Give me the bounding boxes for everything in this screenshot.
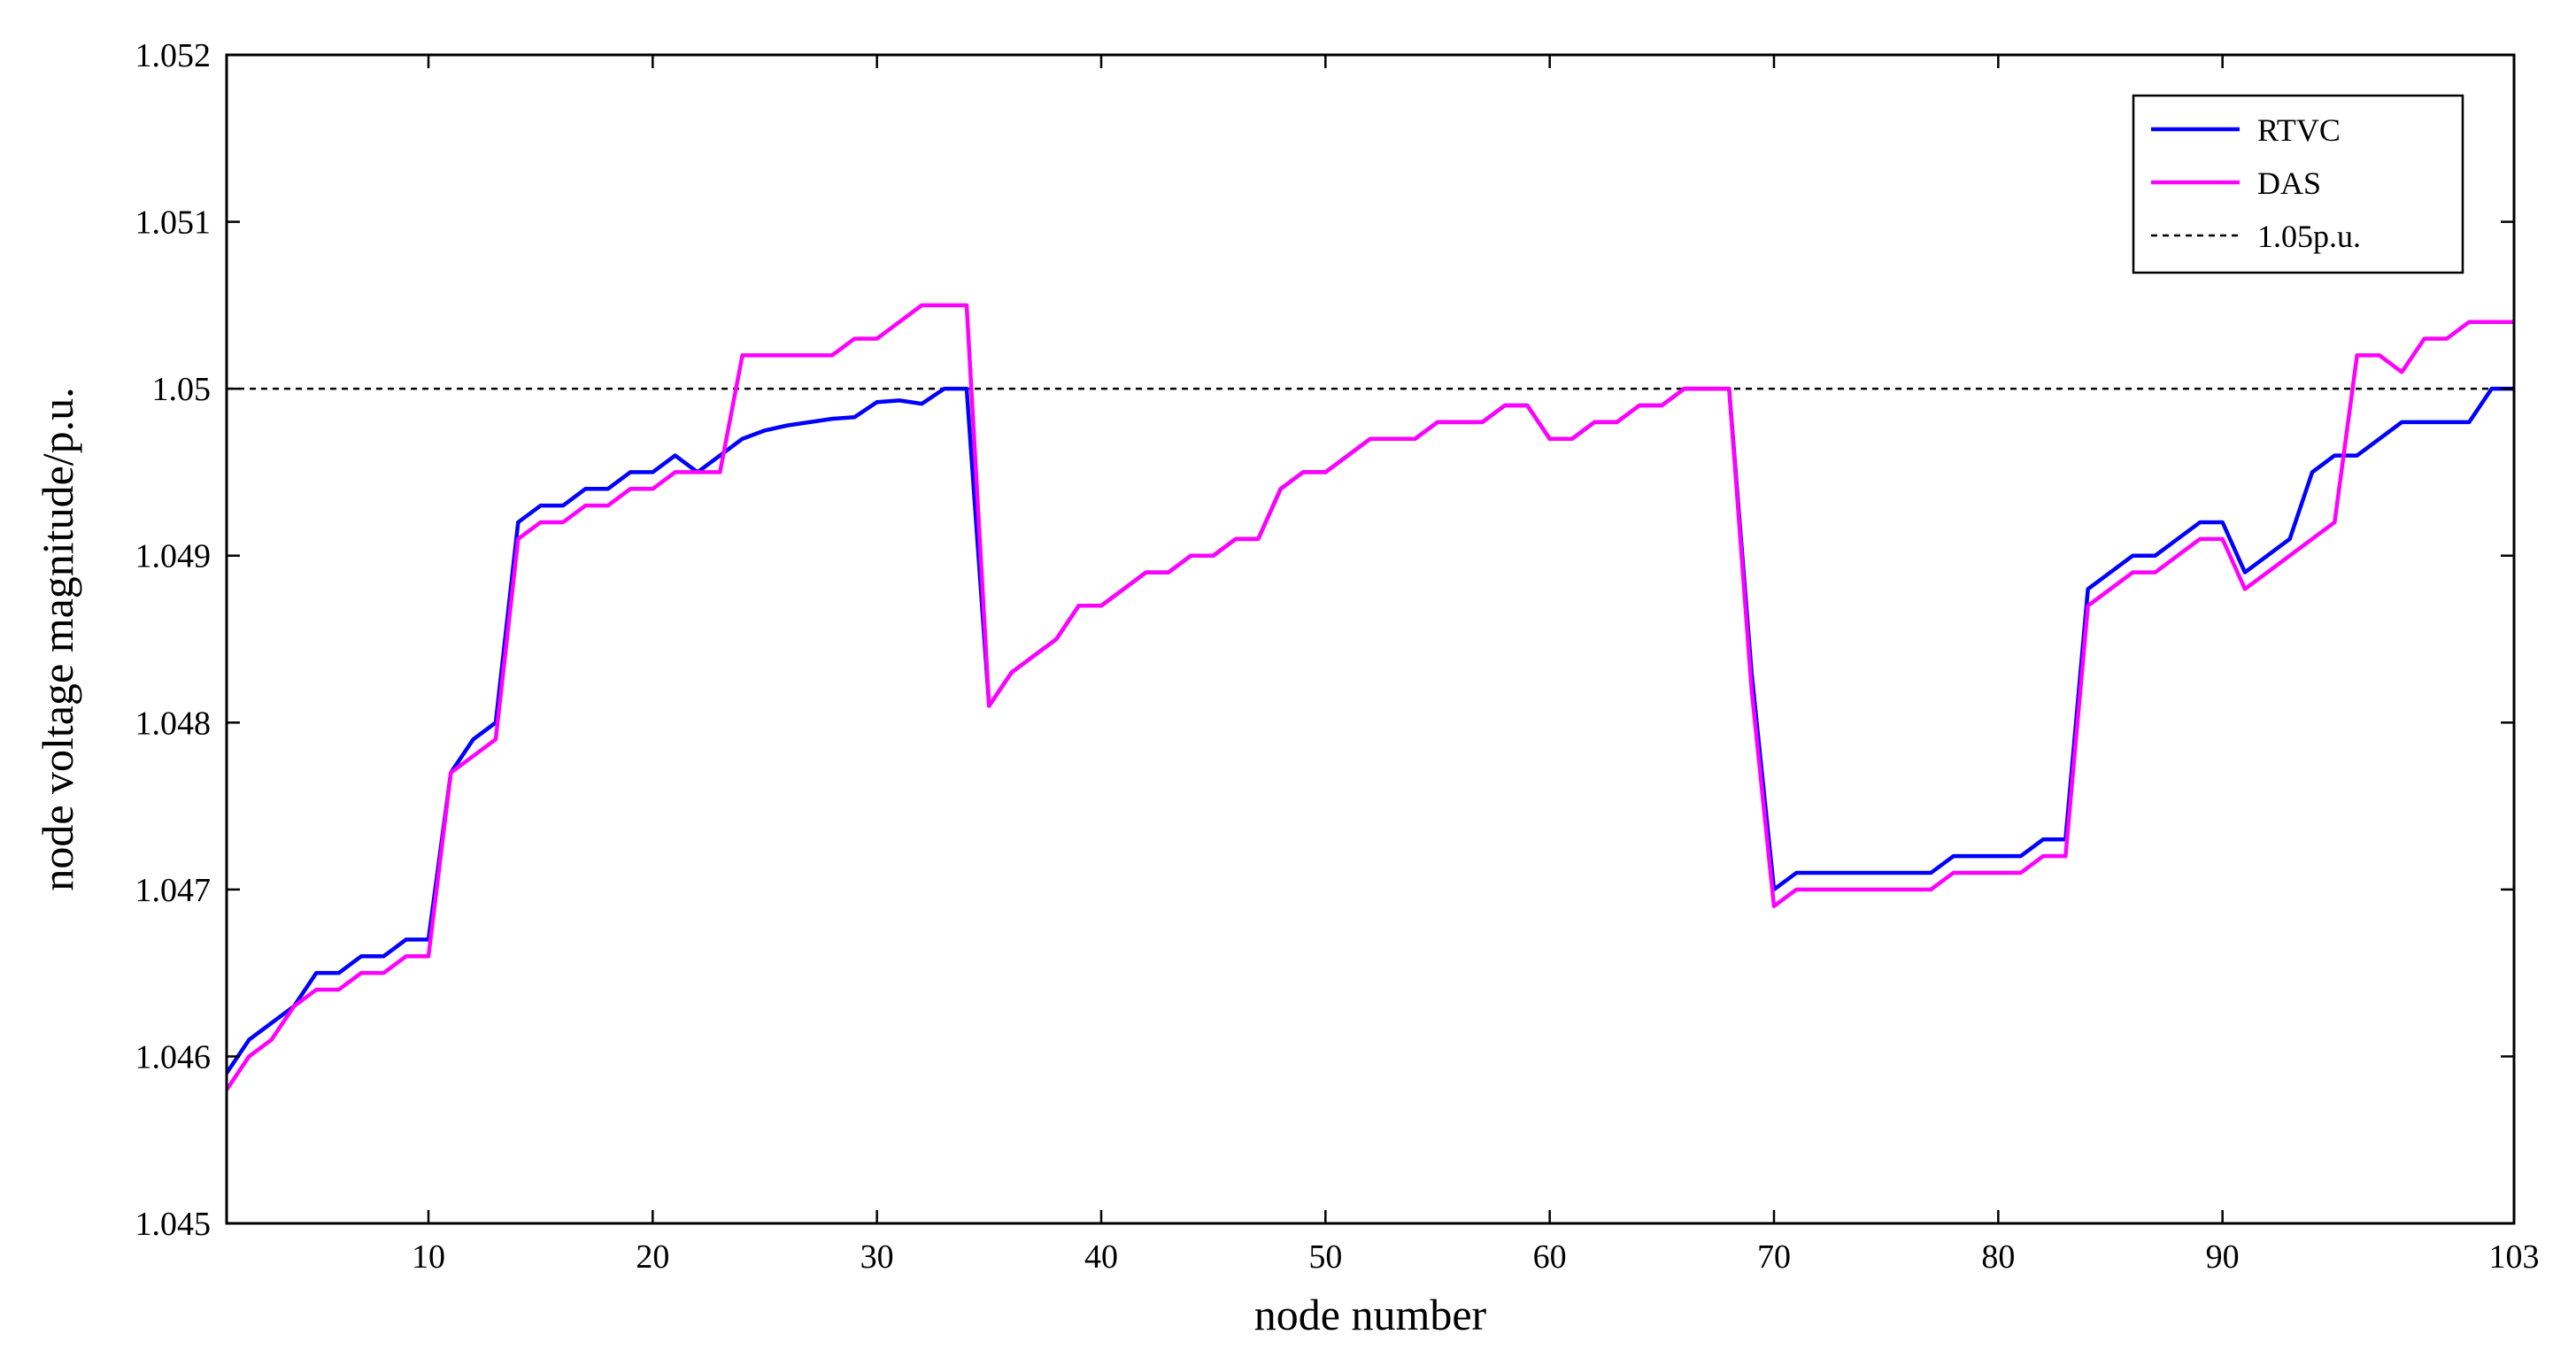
- y-tick-label: 1.049: [135, 538, 212, 575]
- x-tick-label: 10: [412, 1238, 445, 1276]
- legend-label: 1.05p.u.: [2257, 219, 2361, 254]
- x-tick-label: 80: [1981, 1238, 2015, 1276]
- y-tick-label: 1.048: [135, 705, 212, 742]
- x-tick-label: 103: [2489, 1238, 2540, 1276]
- y-axis-title: node voltage magnitude/p.u.: [33, 387, 82, 891]
- plot-frame: [225, 53, 2516, 1225]
- y-tick-label: 1.047: [135, 872, 212, 909]
- x-tick-label: 40: [1084, 1238, 1118, 1276]
- y-tick-label: 1.05: [152, 371, 212, 408]
- y-tick-label: 1.045: [135, 1206, 212, 1243]
- legend-label: RTVC: [2257, 112, 2341, 148]
- x-tick-label: 30: [860, 1238, 894, 1276]
- axis-ticks: 10 20 30 40 50 60 70 80 90 103 1.045 1.046 1.047 1.04…: [135, 37, 2540, 1276]
- x-axis-title: node number: [1254, 1290, 1487, 1339]
- legend: RTVC DAS 1.05p.u.: [2132, 94, 2464, 274]
- y-tick-label: 1.046: [135, 1038, 212, 1076]
- plot-area: [227, 303, 2514, 1091]
- legend-label: DAS: [2257, 166, 2321, 201]
- y-tick-label: 1.051: [135, 204, 212, 242]
- series-line-das: [227, 303, 2514, 1091]
- x-tick-label: 90: [2206, 1238, 2240, 1276]
- x-tick-label: 50: [1308, 1238, 1342, 1276]
- x-tick-label: 70: [1757, 1238, 1791, 1276]
- x-tick-label: 20: [636, 1238, 669, 1276]
- y-tick-label: 1.052: [135, 37, 212, 74]
- x-tick-label: 60: [1533, 1238, 1567, 1276]
